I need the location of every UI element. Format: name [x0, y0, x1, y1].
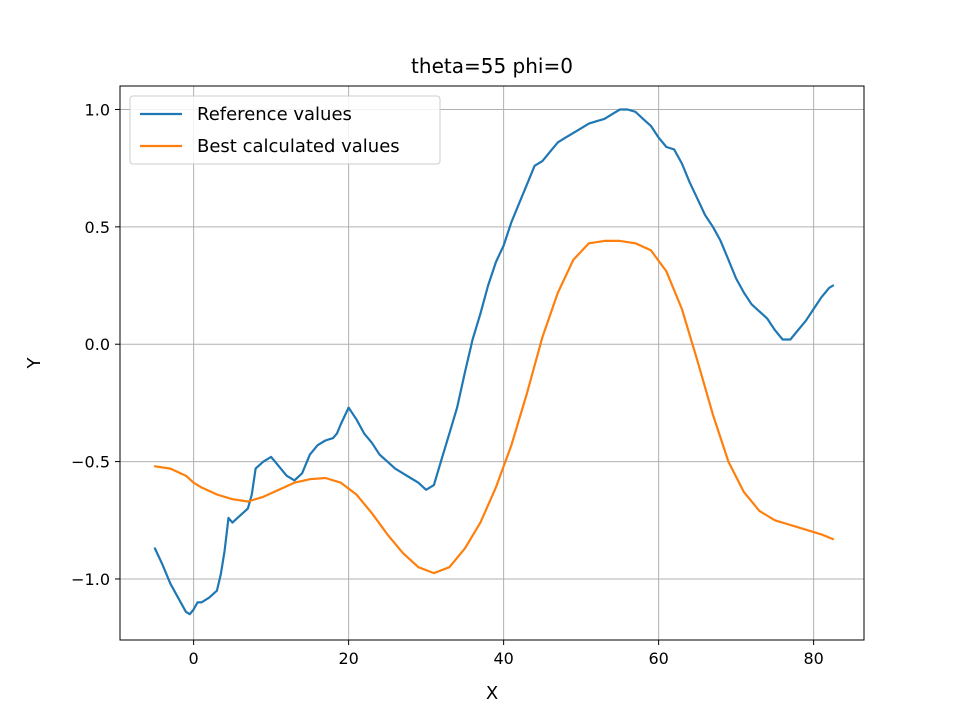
series-line-reference-values [153, 108, 835, 616]
chart-title: theta=55 phi=0 [411, 54, 573, 78]
legend-label-best-calculated-values: Best calculated values [197, 136, 400, 157]
ticks: 0 20 40 60 80 −1.0 −0.5 0.0 0.5 1.0 [71, 100, 824, 668]
y-tick-label: −1.0 [71, 570, 110, 589]
y-axis-title: Y [24, 357, 45, 370]
grid [120, 86, 864, 640]
y-tick-label: 0.0 [85, 335, 110, 354]
plot-frame [119, 85, 865, 641]
legend: Reference values Best calculated values [129, 95, 441, 165]
legend-box [129, 95, 441, 165]
x-tick-label: 60 [648, 649, 668, 668]
x-tick-label: 20 [338, 649, 358, 668]
x-tick-label: 0 [189, 649, 199, 668]
series-line-best-calculated-values [153, 239, 835, 575]
x-tick-label: 40 [493, 649, 513, 668]
y-tick-label: 0.5 [85, 218, 110, 237]
legend-label-reference-values: Reference values [197, 104, 352, 125]
x-tick-label: 80 [803, 649, 823, 668]
series-layer [153, 108, 835, 616]
y-tick-label: −0.5 [71, 453, 110, 472]
x-axis-title: X [486, 683, 498, 704]
y-tick-label: 1.0 [85, 100, 110, 119]
